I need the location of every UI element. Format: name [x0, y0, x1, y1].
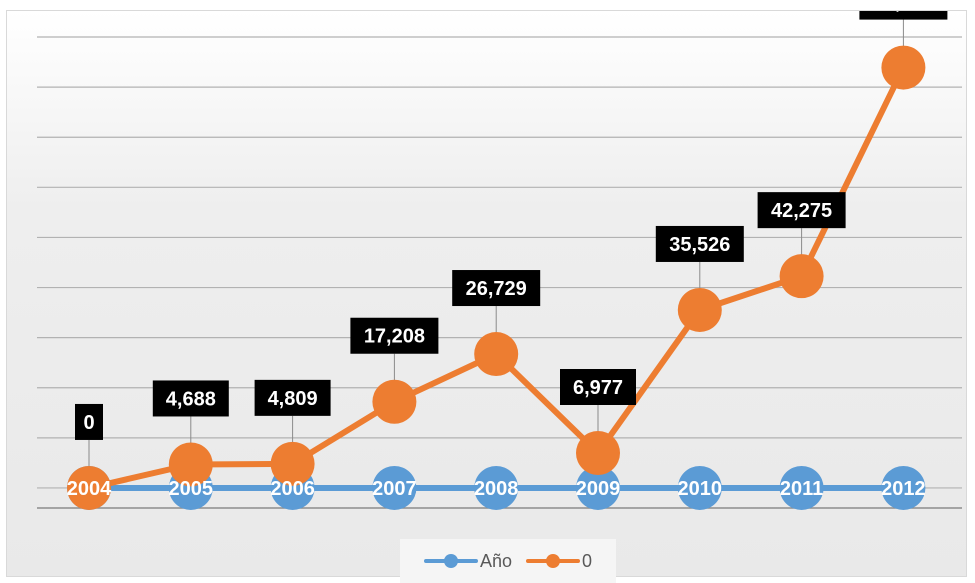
series-1-point[interactable] — [67, 465, 111, 510]
category-label: 2008 — [474, 478, 519, 500]
legend-marker-zero — [526, 554, 580, 568]
legend: Año 0 — [400, 539, 616, 583]
category-label: 2007 — [372, 478, 417, 500]
series-0-point[interactable] — [576, 465, 620, 510]
data-label-box — [560, 369, 636, 406]
series-0-point[interactable] — [474, 465, 519, 510]
series-0-point[interactable] — [372, 465, 417, 510]
data-label: 26,729 — [466, 278, 527, 300]
legend-label-zero: 0 — [582, 550, 593, 571]
data-label: 17,208 — [364, 326, 425, 348]
data-label-box — [757, 192, 846, 229]
legend-entry-ano[interactable]: Año — [423, 550, 512, 572]
data-label-box — [152, 380, 229, 417]
series-1-point[interactable] — [270, 441, 315, 486]
data-label: 42,275 — [771, 200, 832, 222]
data-label: 4,688 — [166, 388, 216, 410]
series-1-point[interactable] — [677, 287, 722, 332]
data-label-box — [655, 225, 744, 262]
data-label: 83,899 — [873, 11, 934, 14]
series-1-point[interactable] — [779, 254, 824, 299]
legend-dot-zero — [546, 554, 560, 568]
label-leader-lines — [88, 19, 904, 488]
category-label: 2004 — [67, 478, 112, 500]
series-0-point[interactable] — [881, 465, 926, 510]
line-chart: 2004 2005 2006 2007 2008 2009 2010 2011 2012 0 4,… — [37, 11, 962, 510]
category-labels: 2004 2005 2006 2007 2008 2009 2010 2011 2012 — [67, 478, 926, 500]
data-label-box — [75, 403, 103, 440]
data-label: 0 — [83, 412, 94, 434]
series-1-point[interactable] — [372, 379, 417, 424]
category-label: 2010 — [678, 478, 723, 500]
data-label: 35,526 — [669, 234, 730, 256]
data-label-box — [859, 11, 948, 20]
series-layer — [67, 45, 926, 510]
series-1-point[interactable] — [881, 45, 926, 90]
data-label-box — [452, 270, 541, 307]
category-label: 2006 — [270, 478, 315, 500]
data-label: 6,977 — [573, 377, 623, 399]
legend-entry-zero[interactable]: 0 — [526, 551, 592, 572]
data-labels: 0 4,688 4,809 17,208 26,729 6,977 35,526 42,275… — [75, 11, 948, 440]
series-1-point[interactable] — [474, 332, 519, 377]
series-0-point[interactable] — [779, 465, 824, 510]
category-label: 2011 — [780, 478, 823, 500]
category-label: 2009 — [576, 478, 621, 500]
legend-dot-ano — [443, 554, 458, 568]
category-label: 2005 — [169, 478, 214, 500]
chart-area: 2004 2005 2006 2007 2008 2009 2010 2011 2012 0 4,… — [6, 10, 967, 583]
data-label: 4,809 — [268, 388, 318, 410]
data-label-box — [350, 317, 439, 354]
data-label-box — [254, 379, 331, 416]
category-label: 2012 — [881, 478, 926, 500]
legend-marker-ano — [423, 554, 478, 568]
series-0-point[interactable] — [677, 465, 722, 510]
legend-label-ano: Año — [479, 550, 512, 571]
series-1-point[interactable] — [168, 442, 213, 487]
series-1-point[interactable] — [576, 431, 620, 476]
